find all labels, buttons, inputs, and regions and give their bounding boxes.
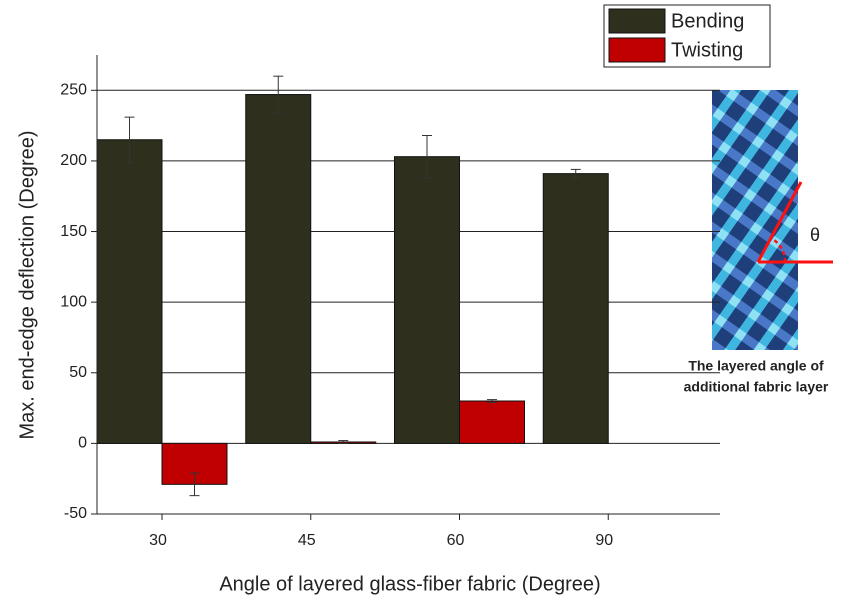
bar [395, 157, 460, 444]
fabric-image [712, 90, 798, 350]
legend-label: Twisting [671, 39, 743, 61]
x-tick-label: 45 [298, 532, 316, 549]
x-tick-label: 60 [447, 532, 465, 549]
x-axis-label: Angle of layered glass-fiber fabric (Deg… [219, 573, 600, 595]
y-tick-label: 50 [69, 364, 87, 381]
legend-swatch [609, 38, 665, 62]
chart: θ The layered angle of additional fabric… [0, 0, 851, 603]
y-tick-label: 200 [60, 152, 87, 169]
y-tick-label: 100 [60, 293, 87, 310]
bar [97, 140, 162, 444]
y-tick-label: 150 [60, 223, 87, 240]
inset-caption: The layered angle of [688, 358, 824, 374]
y-tick-label: 250 [60, 82, 87, 99]
x-tick-label: 90 [595, 532, 613, 549]
y-tick-label: -50 [64, 505, 87, 522]
bar [246, 95, 311, 444]
bar [543, 174, 608, 444]
y-axis-label: Max. end-edge deflection (Degree) [16, 130, 38, 439]
inset: θ The layered angle of additional fabric… [684, 90, 833, 395]
y-tick-label: 0 [78, 435, 87, 452]
x-tick-label: 30 [149, 532, 167, 549]
inset-caption: additional fabric layer [684, 379, 829, 395]
theta: θ [810, 225, 820, 245]
legend-swatch [609, 9, 665, 33]
bar [460, 401, 525, 443]
legend-label: Bending [671, 10, 744, 32]
